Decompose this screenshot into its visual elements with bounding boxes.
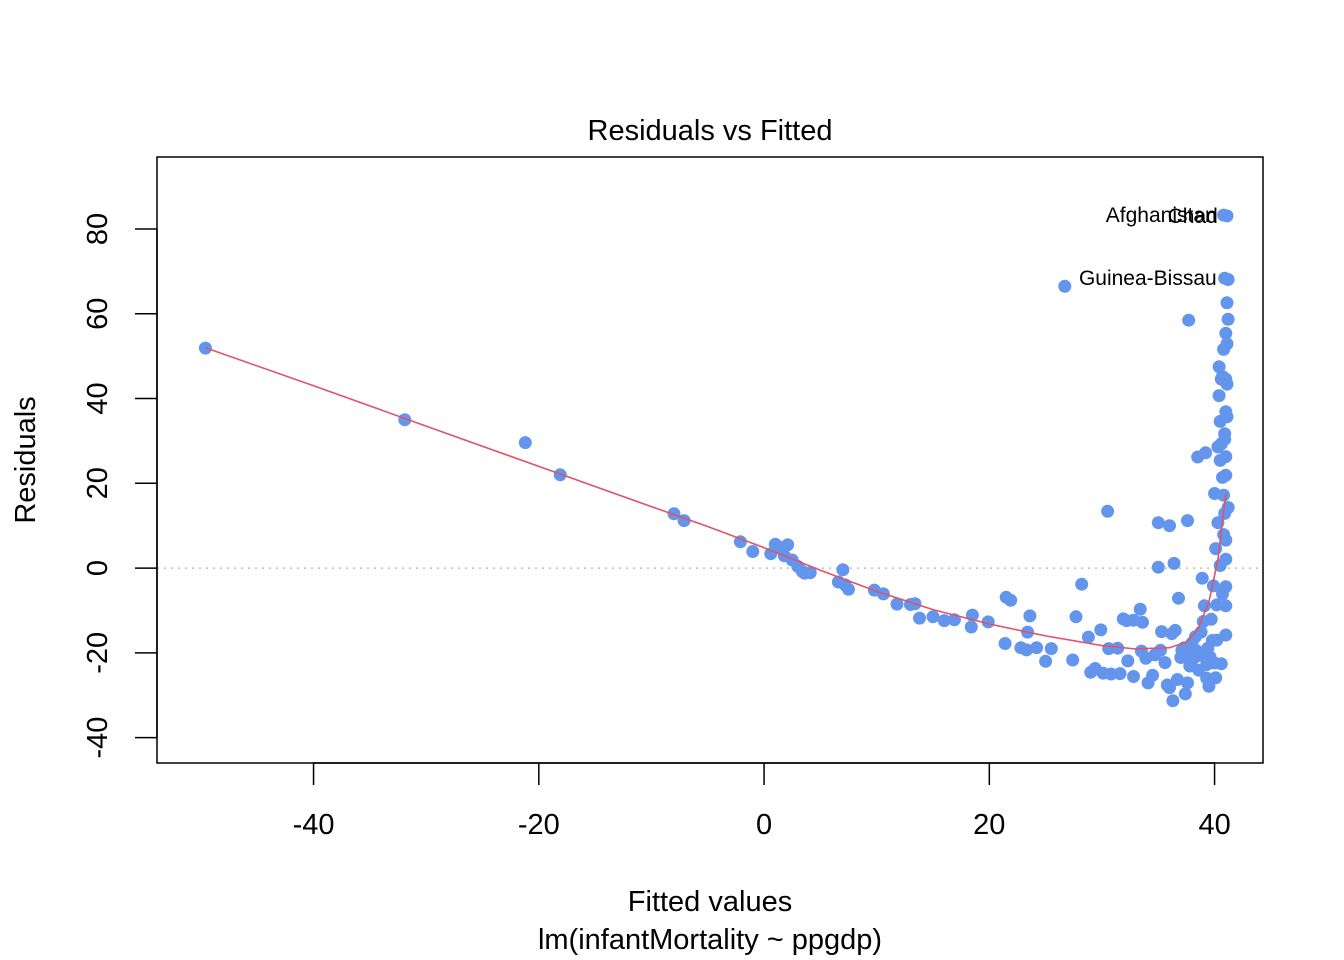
residual-point: [836, 563, 850, 577]
residual-point: [1168, 623, 1182, 637]
y-tick-label: 40: [82, 382, 114, 414]
residual-point: [781, 538, 795, 552]
residual-point: [964, 620, 978, 634]
residual-point: [1151, 516, 1165, 530]
x-tick-label: -40: [293, 809, 335, 841]
annotation-label: Guinea-Bissau: [1079, 267, 1217, 290]
residual-point: [1146, 668, 1160, 682]
residual-point: [1030, 641, 1044, 655]
residual-point: [1069, 610, 1083, 624]
y-tick-label: -40: [82, 717, 114, 759]
residual-point: [1182, 313, 1196, 327]
residual-point: [1151, 560, 1165, 574]
residual-point: [1101, 504, 1115, 518]
residual-point: [1136, 615, 1149, 629]
residual-point: [1166, 694, 1180, 708]
residual-point: [1058, 279, 1072, 293]
residual-point: [1216, 370, 1229, 383]
residual-point: [1127, 670, 1140, 683]
residual-point: [1219, 628, 1233, 642]
residual-point: [1167, 556, 1181, 570]
residual-point: [733, 535, 747, 549]
residual-point: [1181, 676, 1194, 690]
residual-point: [913, 611, 926, 625]
residual-point: [1220, 337, 1234, 351]
residual-point: [1219, 552, 1233, 566]
residual-point: [746, 545, 760, 558]
smooth-trend-line: [205, 346, 1227, 650]
residual-point: [1221, 273, 1235, 286]
residual-point: [1206, 579, 1220, 593]
y-tick-label: 20: [82, 467, 114, 499]
residual-point: [1170, 673, 1184, 686]
y-tick-label: 0: [82, 560, 114, 576]
residual-point: [803, 566, 817, 580]
residual-point: [1172, 591, 1185, 605]
residual-point: [1212, 389, 1226, 403]
residual-point: [1214, 657, 1228, 671]
residual-point: [1219, 326, 1233, 340]
model-formula-subtitle: lm(infantMortality ~ ppgdp): [538, 924, 882, 956]
residual-point: [1163, 519, 1176, 533]
residual-point: [1219, 599, 1233, 613]
residual-point: [890, 597, 904, 611]
y-axis-label: Residuals: [10, 396, 42, 523]
residual-point: [1044, 642, 1058, 656]
residual-point: [1121, 654, 1135, 668]
residual-point: [1221, 312, 1235, 326]
residual-point: [1154, 643, 1167, 657]
residual-point: [1220, 410, 1234, 424]
y-tick-label: -20: [82, 632, 114, 674]
residual-point: [1178, 687, 1192, 701]
annotation-label: Afghanistan: [1106, 204, 1217, 227]
residual-point: [1075, 577, 1089, 591]
x-tick-label: -20: [518, 809, 560, 841]
residual-point: [1155, 625, 1169, 639]
residual-point: [1158, 656, 1172, 670]
residual-point: [842, 582, 855, 596]
residual-point: [1219, 580, 1233, 594]
residual-point: [1023, 609, 1037, 623]
residual-point: [1204, 612, 1218, 626]
residual-point: [1020, 643, 1033, 657]
residual-point: [1195, 571, 1209, 585]
residual-point: [1197, 599, 1211, 613]
residual-point: [1113, 667, 1127, 681]
x-tick-label: 20: [973, 809, 1005, 841]
residual-point: [1066, 653, 1080, 667]
residual-point: [1219, 450, 1233, 464]
residual-point: [998, 637, 1012, 650]
residual-point: [1133, 602, 1147, 616]
residual-point: [1209, 671, 1223, 685]
residual-point: [1217, 528, 1231, 542]
residual-point: [1217, 488, 1231, 502]
residual-point: [937, 614, 951, 628]
residual-point: [518, 436, 532, 450]
x-axis-label: Fitted values: [628, 886, 792, 918]
residual-point: [1219, 468, 1233, 482]
residual-point: [1220, 209, 1234, 223]
residual-point: [1218, 432, 1232, 446]
residual-point: [1199, 446, 1213, 460]
y-axis: -40 -20 0 20 40 60 80: [82, 213, 158, 759]
residual-point: [1039, 654, 1053, 668]
residual-point: [1163, 681, 1176, 695]
x-tick-label: 40: [1198, 809, 1230, 841]
x-tick-label: 0: [756, 809, 772, 841]
residual-point: [1181, 514, 1194, 528]
residual-point: [1111, 641, 1125, 655]
residual-points: [198, 208, 1235, 708]
residual-point: [926, 610, 940, 624]
x-axis: -40 -20 0 20 40: [293, 762, 1231, 841]
residual-point: [1094, 623, 1108, 637]
residual-point: [1081, 630, 1095, 644]
chart-title: Residuals vs Fitted: [588, 115, 833, 147]
residual-point: [1220, 296, 1234, 310]
y-tick-label: 60: [82, 298, 114, 330]
y-tick-label: 80: [82, 213, 114, 245]
residual-point: [1004, 593, 1018, 607]
annotation-label: Chad: [1168, 205, 1218, 228]
